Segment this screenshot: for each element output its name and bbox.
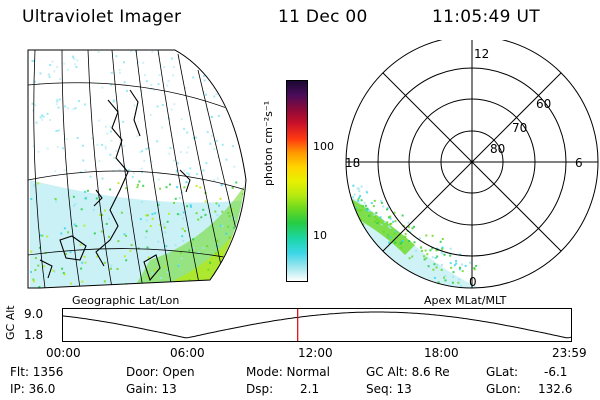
colorbar-tick-100: 100 <box>313 140 334 153</box>
status-mode: Mode: Normal <box>246 365 330 379</box>
altitude-ytick-bottom: 1.8 <box>24 328 44 342</box>
status-gc-alt: GC Alt: 8.6 Re <box>366 365 450 379</box>
mlt-label-0: 0 <box>469 275 477 289</box>
status-glat-value: -6.1 <box>544 365 568 379</box>
instrument-title: Ultraviolet Imager <box>22 7 182 27</box>
lat-label-60: 60 <box>536 97 551 111</box>
polar-plot: 12 18 6 0 60 70 80 <box>345 40 599 289</box>
time-label: 11:05:49 UT <box>432 7 540 27</box>
time-tick-1800: 18:00 <box>424 346 459 360</box>
status-flt: Flt: 1356 <box>10 365 64 379</box>
colorbar-unit-label: photon cm⁻²s⁻¹ <box>262 100 275 186</box>
time-tick-0600: 06:00 <box>170 346 205 360</box>
status-ip: IP: 36.0 <box>10 382 56 396</box>
altitude-plot <box>62 308 572 342</box>
geographic-map <box>27 49 247 289</box>
mlt-label-18: 18 <box>345 156 360 170</box>
polar-plot-label: Apex MLat/MLT <box>424 294 507 307</box>
colorbar <box>286 80 308 282</box>
altitude-ylabel: GC Alt <box>4 305 17 340</box>
status-dsp-value: 2.1 <box>300 382 320 396</box>
mlt-label-6: 6 <box>575 156 583 170</box>
lat-label-80: 80 <box>490 142 505 156</box>
date-label: 11 Dec 00 <box>278 7 368 27</box>
status-dsp-label: Dsp: <box>246 382 274 396</box>
status-glat-label: GLat: <box>486 365 519 379</box>
mlt-label-12: 12 <box>474 47 489 61</box>
geo-map-label: Geographic Lat/Lon <box>72 294 180 307</box>
colorbar-tick-10: 10 <box>313 229 327 242</box>
status-door: Door: Open <box>126 365 195 379</box>
status-gain: Gain: 13 <box>126 382 177 396</box>
status-glon-label: GLon: <box>486 382 521 396</box>
time-tick-1200: 12:00 <box>298 346 333 360</box>
time-tick-2359: 23:59 <box>552 346 587 360</box>
status-glon-value: 132.6 <box>538 382 573 396</box>
altitude-ytick-top: 9.0 <box>24 307 44 321</box>
time-tick-0000: 00:00 <box>46 346 81 360</box>
lat-label-70: 70 <box>512 121 527 135</box>
status-seq: Seq: 13 <box>366 382 412 396</box>
